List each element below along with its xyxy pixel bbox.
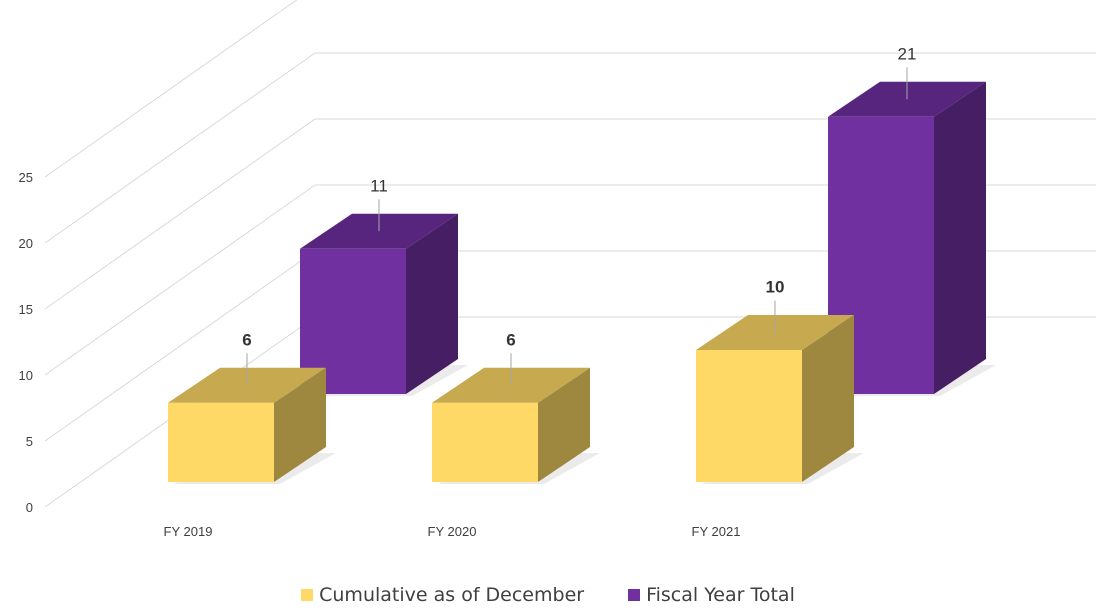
y-tick-label: 0 xyxy=(26,500,33,515)
bar-side-face xyxy=(406,213,458,394)
data-label: 21 xyxy=(898,44,917,63)
data-label: 10 xyxy=(766,278,785,297)
legend-label-fiscal-year-total: Fiscal Year Total xyxy=(646,584,795,606)
data-label: 11 xyxy=(370,176,388,195)
legend-label-cumulative: Cumulative as of December xyxy=(319,584,585,606)
bar-cumulative-1 xyxy=(432,367,600,484)
bar-front-face xyxy=(432,402,538,482)
bars xyxy=(168,81,996,484)
bar-side-face xyxy=(274,367,326,482)
x-category-label: FY 2020 xyxy=(428,524,477,539)
bar-cumulative-2 xyxy=(696,315,864,484)
legend: Cumulative as of December Fiscal Year To… xyxy=(0,584,1096,606)
bar-front-face xyxy=(696,350,802,482)
bar-side-face xyxy=(538,367,590,482)
legend-item-fiscal-year-total: Fiscal Year Total xyxy=(628,584,795,606)
y-tick-label: 15 xyxy=(19,302,33,317)
x-axis-categories: FY 2019 FY 2020 FY 2021 xyxy=(164,524,741,539)
gridline-side xyxy=(44,52,316,244)
legend-item-cumulative: Cumulative as of December xyxy=(301,584,584,606)
legend-swatch-cumulative xyxy=(301,589,314,601)
bar-side-face xyxy=(934,81,986,395)
y-tick-label: 5 xyxy=(26,434,33,449)
legend-swatch-fiscal-year-total xyxy=(628,589,641,601)
bar-side-face xyxy=(802,315,854,482)
gridline-side xyxy=(44,118,316,310)
bar-front-face xyxy=(168,402,274,482)
data-labels: 11 21 6 6 10 xyxy=(242,44,917,386)
bar-cumulative-0 xyxy=(168,367,336,484)
gridline-side xyxy=(44,0,298,178)
data-label: 6 xyxy=(506,330,515,349)
y-tick-label: 20 xyxy=(19,236,33,251)
data-label: 6 xyxy=(242,330,251,349)
x-category-label: FY 2019 xyxy=(164,524,213,539)
gridline-side xyxy=(44,184,316,376)
gridline-side xyxy=(44,250,316,442)
y-tick-label: 10 xyxy=(19,368,33,383)
x-category-label: FY 2021 xyxy=(692,524,741,539)
y-tick-label: 25 xyxy=(19,170,33,185)
y-axis-ticks: 0 5 10 15 20 25 xyxy=(19,170,33,515)
